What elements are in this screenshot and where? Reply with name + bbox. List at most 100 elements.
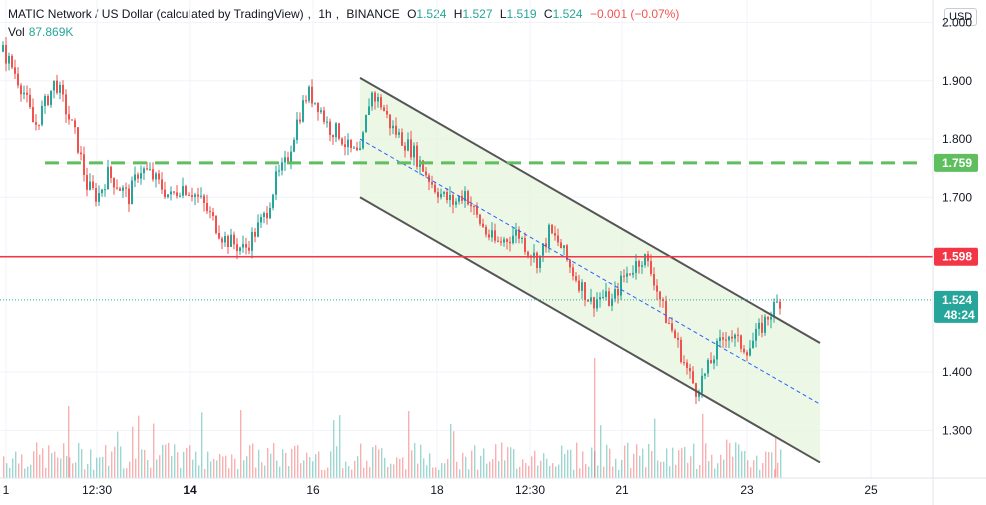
volume-bar	[279, 466, 281, 478]
volume-bar	[276, 460, 278, 478]
candle	[749, 348, 751, 356]
candle	[191, 195, 193, 197]
exchange-label: BINANCE	[346, 7, 400, 21]
channel-midline[interactable]	[359, 138, 821, 405]
volume-bar	[48, 445, 50, 478]
currency-button[interactable]: USD	[944, 8, 978, 26]
volume-bar	[735, 442, 737, 478]
volume-bar	[645, 467, 647, 478]
volume-bar	[519, 466, 521, 478]
candle	[104, 189, 106, 191]
volume-bar	[672, 447, 674, 478]
volume-bar	[681, 448, 683, 478]
volume-bar	[636, 444, 638, 478]
candle	[728, 336, 730, 341]
candle	[41, 106, 43, 125]
volume-bar	[390, 463, 392, 478]
candle	[347, 139, 349, 148]
candle	[389, 114, 391, 129]
volume-bar	[198, 465, 200, 478]
channel-upper-line[interactable]	[359, 76, 821, 344]
candle	[110, 166, 112, 178]
volume-bar	[63, 443, 65, 478]
candle	[647, 254, 649, 262]
candle	[113, 177, 115, 188]
candle	[203, 195, 205, 203]
volume-bar	[195, 451, 197, 478]
candle	[410, 139, 412, 158]
volume-bar	[210, 461, 212, 478]
volume-bar	[174, 444, 176, 478]
volume-bar	[30, 464, 32, 478]
candle	[128, 188, 130, 205]
candle	[485, 226, 487, 235]
volume-bar	[603, 466, 605, 478]
volume-bar	[549, 465, 551, 478]
interval-label[interactable]: 1h	[318, 7, 332, 21]
volume-bar	[261, 462, 263, 478]
volume-bar	[84, 469, 86, 478]
volume-bar	[180, 467, 182, 478]
candle	[143, 168, 145, 174]
volume-bar	[57, 457, 59, 478]
volume-bar	[405, 469, 407, 478]
candle	[437, 192, 439, 198]
volume-bar	[642, 448, 644, 478]
volume-bar	[630, 468, 632, 478]
candle	[317, 102, 319, 113]
volume-bar	[147, 459, 149, 478]
candle	[587, 299, 589, 302]
volume-bar	[486, 463, 488, 478]
volume-bar	[18, 463, 20, 478]
candle	[80, 152, 82, 155]
candle	[107, 166, 109, 190]
volume-bar	[618, 469, 620, 478]
volume-bar	[624, 445, 626, 478]
candle	[557, 235, 559, 243]
volume-bar	[33, 451, 35, 478]
volume-bar	[228, 468, 230, 478]
volume-bar	[492, 459, 494, 478]
candle	[473, 206, 475, 208]
volume-bar	[768, 451, 770, 478]
time-tick-label: 21	[615, 483, 629, 497]
volume-bar	[774, 469, 776, 478]
volume-bar	[543, 453, 545, 478]
volume-bar	[252, 443, 254, 478]
candle	[116, 187, 118, 189]
volume-bar	[339, 415, 341, 478]
volume-bar	[507, 447, 509, 478]
volume-bar	[45, 467, 47, 478]
candle	[152, 169, 154, 180]
symbol-title[interactable]: MATIC Network / US Dollar (calculated by…	[8, 7, 304, 21]
candle	[221, 238, 223, 243]
candle	[215, 215, 217, 234]
candle	[272, 194, 274, 208]
candle	[524, 238, 526, 252]
volume-bar	[504, 460, 506, 478]
volume-bar	[270, 453, 272, 478]
channel-lower-line[interactable]	[359, 196, 821, 464]
candle	[245, 244, 247, 248]
volume-bar	[21, 454, 23, 478]
candle	[458, 196, 460, 202]
volume-bar	[234, 458, 236, 478]
volume-bar	[150, 467, 152, 478]
candle	[146, 168, 148, 170]
candle	[677, 337, 679, 340]
candle	[197, 194, 199, 197]
volume-bar	[90, 449, 92, 478]
volume-bar	[135, 458, 137, 478]
volume-bar	[153, 423, 155, 478]
volume-bar	[204, 469, 206, 478]
volume-bar	[144, 449, 146, 478]
volume-bar	[687, 462, 689, 478]
volume-bar	[753, 460, 755, 478]
volume-bar	[132, 426, 134, 478]
candle	[68, 114, 70, 120]
volume-bar	[309, 457, 311, 478]
candle	[305, 100, 307, 102]
candle	[320, 110, 322, 113]
volume-bar	[219, 454, 221, 478]
